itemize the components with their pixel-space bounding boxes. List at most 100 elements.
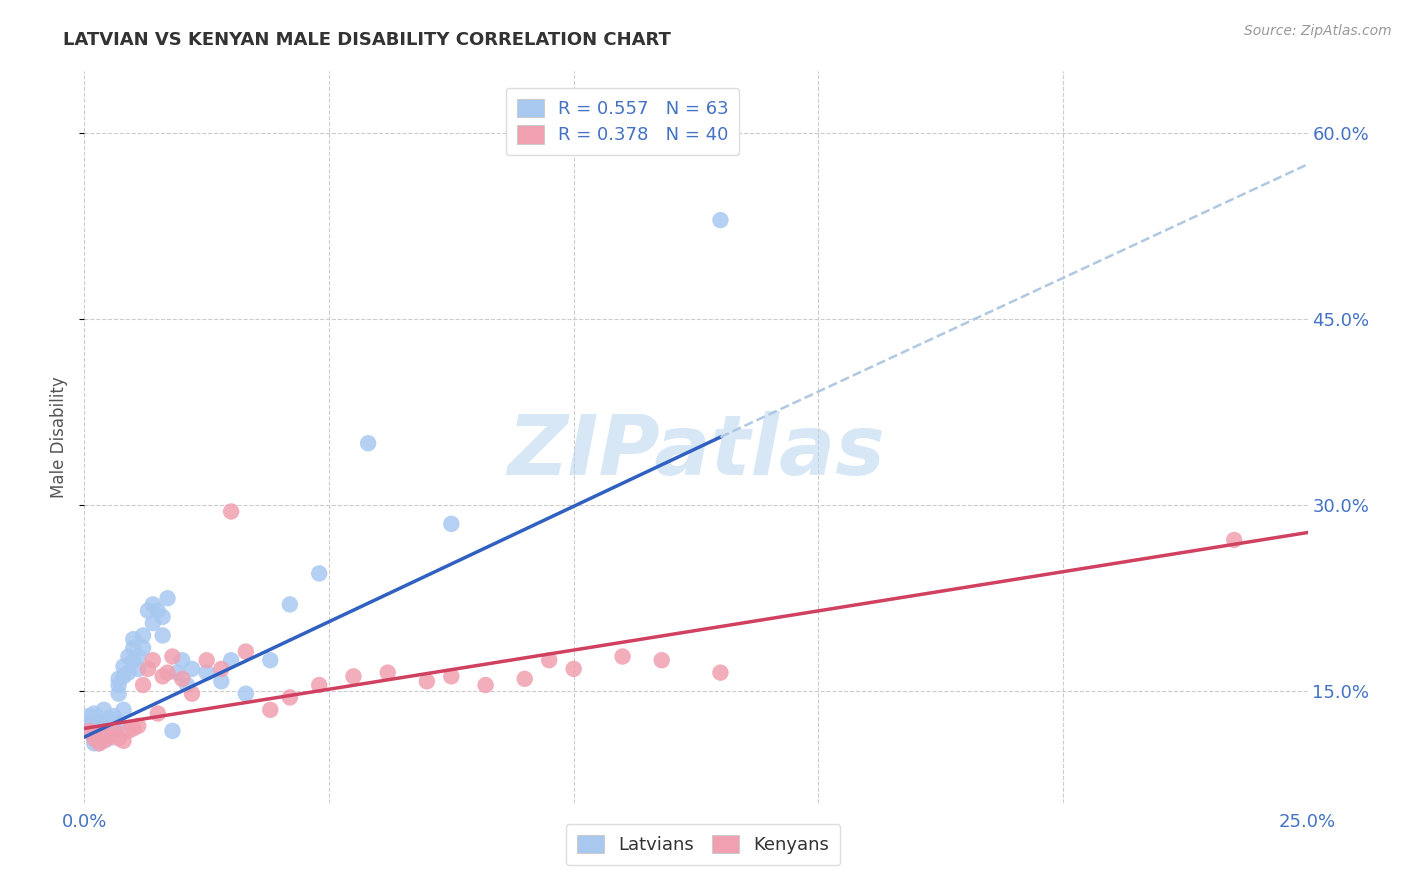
Point [112,669,135,683]
Point [77,723,100,738]
Point [117,723,139,738]
Point [342,669,364,683]
Point [308,678,330,692]
Point [97,730,120,744]
Point [440,516,463,531]
Y-axis label: Male Disability: Male Disability [51,376,69,498]
Point [97,723,120,738]
Point [107,672,129,686]
Point [77,723,100,738]
Text: Source: ZipAtlas.com: Source: ZipAtlas.com [1244,24,1392,38]
Point [142,653,165,667]
Point [162,723,184,738]
Point [156,591,179,606]
Point [122,640,145,655]
Point [562,662,585,676]
Point [156,665,179,680]
Point [209,662,232,676]
Point [195,665,218,680]
Point [93,734,115,748]
Point [83,736,105,750]
Point [103,709,125,723]
Point [107,687,129,701]
Point [278,690,301,705]
Point [132,678,155,692]
Point [166,665,188,680]
Point [87,728,110,742]
Point [97,715,120,730]
Point [172,672,194,686]
Point [87,736,110,750]
Point [103,715,125,730]
Point [93,719,115,733]
Point [146,604,169,618]
Point [93,703,115,717]
Point [87,734,110,748]
Point [83,722,105,736]
Point [103,723,125,738]
Point [122,653,145,667]
Point [87,728,110,742]
Point [181,662,204,676]
Point [136,662,159,676]
Point [709,665,731,680]
Point [474,678,496,692]
Point [219,504,242,518]
Point [176,678,198,692]
Point [97,731,120,746]
Point [612,649,634,664]
Point [132,640,155,655]
Point [709,213,731,227]
Point [112,734,135,748]
Point [87,736,110,750]
Point [1223,533,1246,547]
Point [259,653,281,667]
Point [195,653,218,667]
Point [235,644,257,658]
Point [122,632,145,647]
Legend: Latvians, Kenyans: Latvians, Kenyans [565,824,841,865]
Point [377,665,399,680]
Point [136,604,159,618]
Point [219,653,242,667]
Point [127,719,149,733]
Legend: R = 0.557   N = 63, R = 0.378   N = 40: R = 0.557 N = 63, R = 0.378 N = 40 [506,87,740,155]
Point [132,628,155,642]
Point [93,728,115,742]
Point [538,653,561,667]
Point [142,598,165,612]
Point [93,722,115,736]
Point [278,598,301,612]
Point [107,719,129,733]
Point [127,662,149,676]
Point [513,672,536,686]
Point [83,706,105,721]
Point [112,659,135,673]
Point [181,687,204,701]
Point [651,653,673,667]
Point [97,711,120,725]
Point [152,669,174,683]
Point [117,665,139,680]
Point [103,719,125,733]
Point [152,628,174,642]
Point [83,731,105,746]
Point [87,715,110,730]
Point [146,706,169,721]
Point [97,728,120,742]
Point [142,615,165,630]
Point [107,731,129,746]
Point [172,653,194,667]
Point [440,669,463,683]
Point [162,649,184,664]
Point [87,723,110,738]
Text: LATVIAN VS KENYAN MALE DISABILITY CORRELATION CHART: LATVIAN VS KENYAN MALE DISABILITY CORREL… [63,31,671,49]
Point [117,649,139,664]
Point [77,709,100,723]
Point [127,649,149,664]
Point [152,610,174,624]
Point [308,566,330,581]
Point [77,715,100,730]
Point [103,723,125,738]
Point [122,722,145,736]
